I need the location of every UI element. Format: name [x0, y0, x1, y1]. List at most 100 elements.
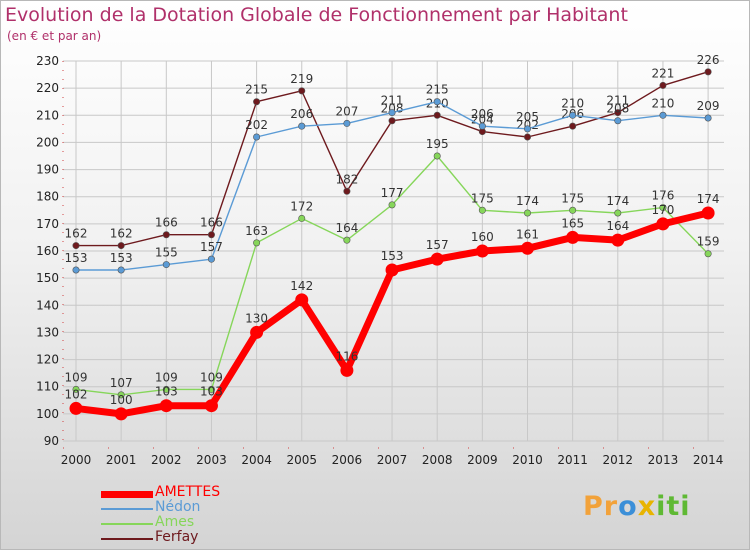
data-point-nédon: [343, 119, 351, 127]
data-point-ferfay: [207, 231, 215, 239]
data-point-ferfay: [117, 242, 125, 250]
y-tick-label: 160: [36, 244, 59, 258]
x-tick-label: 2001: [106, 453, 137, 467]
data-point-ferfay: [253, 98, 261, 106]
data-label-nédon: 205: [516, 110, 539, 124]
data-label-ames: 164: [335, 221, 358, 235]
data-point-ferfay: [569, 122, 577, 130]
data-label-nédon: 153: [65, 251, 88, 265]
data-label-ames: 174: [516, 194, 539, 208]
data-label-ferfay: 208: [381, 102, 404, 116]
legend-swatch: [101, 523, 153, 525]
legend-label: AMETTES: [155, 484, 221, 500]
data-label-ames: 175: [471, 191, 494, 205]
data-point-nédon: [614, 117, 622, 125]
y-tick-label: 100: [36, 407, 59, 421]
x-tick-label: 2008: [422, 453, 453, 467]
data-point-ames: [388, 201, 396, 209]
data-label-ames: 195: [426, 137, 449, 151]
data-label-amettes: 153: [381, 249, 404, 263]
data-point-ames: [704, 250, 712, 258]
chart-title: Evolution de la Dotation Globale de Fonc…: [5, 4, 628, 26]
data-point-ferfay: [343, 187, 351, 195]
y-tick-label: 90: [44, 434, 59, 448]
data-point-ferfay: [704, 68, 712, 76]
legend-swatch: [101, 508, 153, 510]
y-tick-label: 130: [36, 325, 59, 339]
logo-letter: x: [637, 491, 657, 522]
legend-swatch: [101, 490, 153, 498]
data-point-amettes: [69, 401, 83, 415]
data-label-ferfay: 226: [697, 53, 720, 67]
data-point-ames: [343, 236, 351, 244]
data-point-ferfay: [162, 231, 170, 239]
data-point-ames: [207, 385, 215, 393]
data-point-nédon: [253, 133, 261, 141]
data-label-ames: 109: [65, 370, 88, 384]
x-tick-label: 2012: [603, 453, 634, 467]
y-tick-label: 180: [36, 190, 59, 204]
data-label-nédon: 153: [110, 251, 133, 265]
data-point-nédon: [117, 266, 125, 274]
data-label-ferfay: 162: [65, 227, 88, 241]
data-point-ferfay: [388, 117, 396, 125]
logo-letter: i: [680, 491, 691, 522]
x-tick-label: 2000: [61, 453, 92, 467]
data-point-nédon: [72, 266, 80, 274]
data-label-nédon: 211: [381, 94, 404, 108]
data-point-amettes: [521, 241, 534, 255]
chart-subtitle: (en € et par an): [7, 29, 102, 43]
data-label-ferfay: 166: [155, 216, 178, 230]
data-point-ferfay: [298, 87, 306, 95]
data-point-amettes: [159, 399, 173, 413]
data-label-ames: 109: [155, 370, 178, 384]
data-point-nédon: [433, 98, 441, 106]
data-label-ferfay: 211: [606, 94, 629, 108]
data-label-ferfay: 221: [651, 66, 674, 80]
data-label-ames: 159: [697, 235, 720, 249]
logo-letter: P: [583, 491, 604, 522]
data-point-amettes: [204, 399, 218, 413]
x-tick-label: 2011: [557, 453, 588, 467]
y-tick-label: 190: [36, 163, 59, 177]
logo-letter: r: [603, 491, 619, 522]
data-point-amettes: [701, 206, 715, 220]
data-point-ames: [478, 206, 486, 214]
data-label-amettes: 103: [200, 385, 223, 399]
data-point-ames: [659, 204, 667, 212]
data-label-ames: 175: [561, 191, 584, 205]
data-label-ferfay: 166: [200, 216, 223, 230]
data-label-amettes: 157: [426, 238, 449, 252]
y-tick-label: 110: [36, 380, 59, 394]
data-point-ferfay: [659, 81, 667, 89]
data-label-ames: 107: [110, 376, 133, 390]
y-tick-label: 230: [36, 54, 59, 68]
legend-label: Nédon: [155, 499, 201, 515]
data-label-ferfay: 219: [290, 72, 313, 86]
data-point-amettes: [250, 325, 264, 339]
data-label-nédon: 215: [426, 83, 449, 97]
data-point-nédon: [478, 122, 486, 130]
data-label-amettes: 174: [697, 192, 720, 206]
data-point-nédon: [704, 114, 712, 122]
y-tick-label: 220: [36, 81, 59, 95]
data-point-nédon: [388, 109, 396, 117]
data-label-ames: 174: [606, 194, 629, 208]
data-point-amettes: [114, 407, 128, 421]
data-label-nédon: 209: [697, 99, 720, 113]
x-tick-label: 2013: [648, 453, 679, 467]
data-label-nédon: 155: [155, 246, 178, 260]
data-point-ames: [162, 385, 170, 393]
data-point-amettes: [475, 244, 489, 258]
x-tick-label: 2004: [241, 453, 272, 467]
data-point-nédon: [569, 111, 577, 119]
data-label-amettes: 130: [245, 311, 268, 325]
x-tick-label: 2014: [693, 453, 724, 467]
logo-letter: o: [618, 491, 638, 522]
data-label-ferfay: 182: [335, 172, 358, 186]
data-label-amettes: 116: [335, 349, 358, 363]
data-point-ames: [298, 214, 306, 222]
data-point-nédon: [659, 111, 667, 119]
legend-label: Ames: [155, 514, 195, 530]
